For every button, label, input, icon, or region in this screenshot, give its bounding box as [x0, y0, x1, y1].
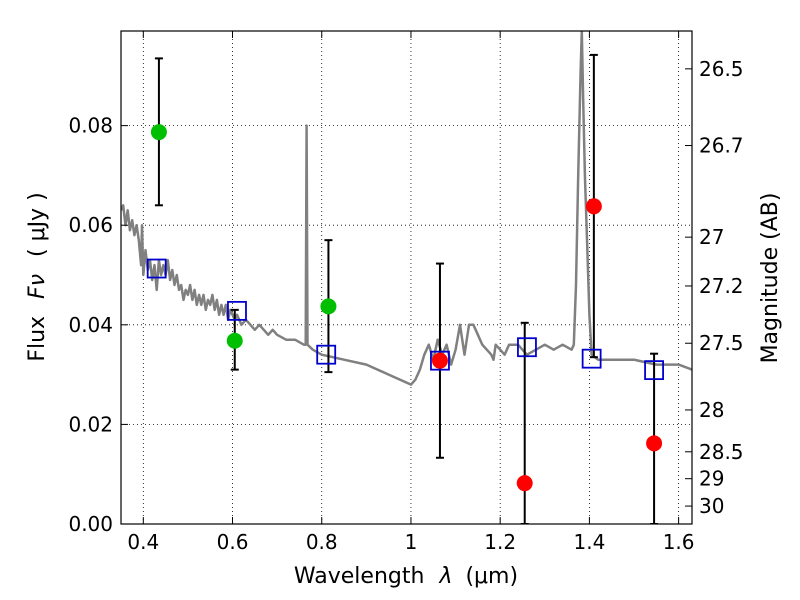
x-tick-label: 1.6 [663, 530, 695, 554]
x-tick-label: 0.6 [217, 530, 249, 554]
plot-frame [120, 30, 693, 525]
y-tick-label: 0.08 [68, 114, 113, 138]
blue-square-marker [517, 337, 537, 358]
blue-square-marker [227, 300, 247, 321]
red-data-point [585, 198, 602, 215]
x-tick-label: 0.4 [127, 530, 159, 554]
x-axis-label-text: Wavelength [294, 564, 425, 589]
y2-tick-label: 27 [699, 225, 724, 249]
y2-tick-label: 29 [699, 467, 724, 491]
blue-square-marker [644, 360, 664, 381]
y-axis-label-text: Flux [25, 316, 50, 362]
y2-tick-label: 26.5 [699, 57, 744, 81]
y2-tick-label: 27.5 [699, 331, 744, 355]
x-tick-label: 1.4 [573, 530, 605, 554]
y2-tick-label: 28.5 [699, 440, 744, 464]
y2-tick-label: 30 [699, 494, 724, 518]
y2-tick-label: 28 [699, 398, 724, 422]
y2-axis-ticks: 26.5 26.7 27 27.2 27.5 28 28.5 29 30 [685, 57, 744, 518]
red-data-point [516, 475, 533, 492]
green-data-point [320, 298, 337, 315]
red-data-point [646, 435, 663, 452]
blue-square-marker [430, 350, 450, 371]
y2-tick-label: 26.7 [699, 134, 744, 158]
blue-square-marker [581, 348, 602, 369]
marker-layer [146, 124, 664, 492]
x-tick-label: 1.2 [484, 530, 516, 554]
y-axis-label-unit: ( μJy ) [25, 192, 50, 257]
y2-tick-label: 27.2 [699, 274, 744, 298]
y-tick-label: 0.00 [68, 512, 113, 536]
y-tick-label: 0.06 [68, 213, 113, 237]
x-tick-label: 0.8 [306, 530, 338, 554]
y-axis-ticks: 0.00 0.02 0.04 0.06 0.08 [68, 114, 128, 536]
red-data-point [431, 352, 448, 369]
x-axis-label: Wavelength λ (μm) [294, 564, 518, 589]
green-data-point [150, 124, 167, 141]
x-axis-label-unit: (μm) [465, 564, 518, 589]
y-tick-label: 0.02 [68, 412, 113, 436]
y-axis-label: Flux Fν ( μJy ) [25, 192, 50, 361]
y-tick-label: 0.04 [68, 313, 113, 337]
blue-square-marker [146, 258, 167, 279]
blue-square-marker [316, 344, 337, 365]
green-data-point [226, 332, 243, 349]
x-tick-label: 1 [405, 530, 418, 554]
y-axis-label-symbol: Fν [25, 274, 50, 299]
x-axis-ticks: 0.4 0.6 0.8 1 1.2 1.4 1.6 [127, 31, 695, 554]
x-axis-label-symbol: λ [438, 564, 452, 589]
y2-axis-label: Magnitude (AB) [758, 193, 783, 364]
